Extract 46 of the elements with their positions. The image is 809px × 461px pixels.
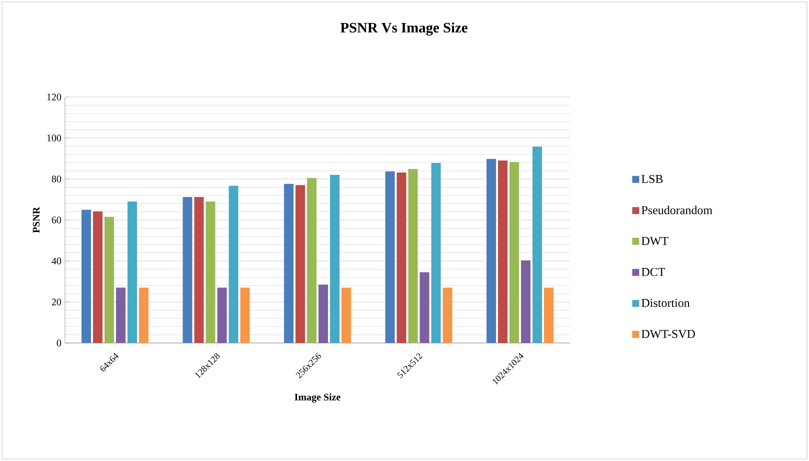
bar bbox=[510, 162, 520, 343]
bar bbox=[498, 160, 508, 343]
bar bbox=[385, 171, 395, 343]
legend-label: DWT-SVD bbox=[642, 330, 695, 338]
legend-label: LSB bbox=[642, 174, 663, 184]
y-tick-label: 80 bbox=[52, 176, 62, 182]
x-axis-title: Image Size bbox=[294, 393, 340, 403]
legend-label: Distortion bbox=[642, 298, 690, 308]
bar bbox=[82, 210, 91, 343]
y-tick-label: 20 bbox=[52, 298, 62, 306]
bar bbox=[307, 178, 316, 343]
bar bbox=[194, 197, 204, 343]
bar bbox=[544, 288, 554, 343]
bar bbox=[296, 185, 305, 343]
y-axis-title: PSNR bbox=[32, 206, 40, 233]
bar bbox=[486, 158, 496, 343]
legend-label: DCT bbox=[642, 268, 666, 276]
legend-label: DWT bbox=[642, 236, 668, 246]
bar bbox=[93, 211, 102, 343]
bar bbox=[217, 288, 227, 343]
y-tick-label: 0 bbox=[56, 340, 62, 346]
y-tick-label: 120 bbox=[47, 94, 62, 100]
bar bbox=[396, 172, 406, 343]
bar bbox=[431, 163, 441, 343]
chart-title: PSNR Vs Image Size bbox=[340, 22, 468, 36]
bar bbox=[240, 288, 250, 343]
bar bbox=[342, 288, 351, 343]
bar bbox=[420, 272, 430, 343]
bar bbox=[442, 288, 452, 343]
bar bbox=[330, 174, 340, 343]
bar bbox=[408, 168, 418, 343]
bar bbox=[128, 202, 137, 343]
legend-label: Pseudorandom bbox=[642, 206, 712, 214]
bar bbox=[116, 288, 126, 343]
bar bbox=[104, 216, 114, 343]
y-tick-label: 60 bbox=[52, 216, 62, 224]
bar bbox=[284, 184, 294, 343]
bar bbox=[182, 197, 192, 343]
bar bbox=[139, 288, 148, 343]
bar bbox=[228, 186, 238, 343]
bar bbox=[318, 284, 328, 343]
bar bbox=[206, 202, 216, 343]
y-tick-label: 40 bbox=[52, 258, 62, 264]
bar bbox=[532, 146, 542, 343]
bar bbox=[521, 260, 531, 343]
y-tick-label: 100 bbox=[47, 134, 62, 142]
